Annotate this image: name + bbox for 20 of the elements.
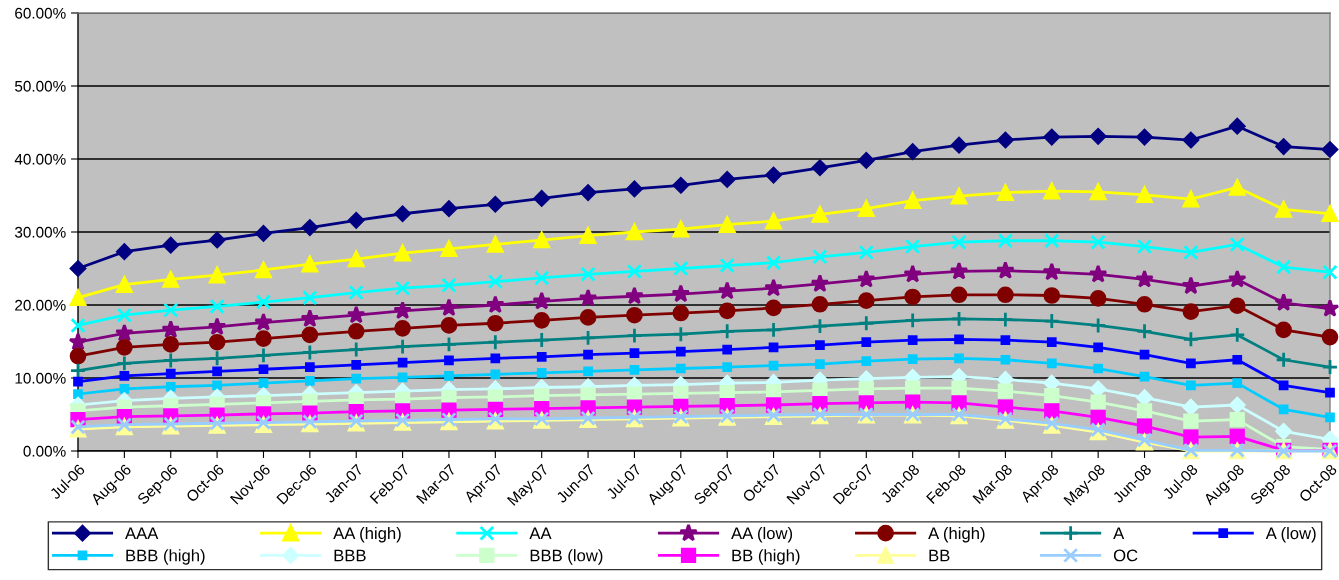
legend-label: AAA <box>125 527 159 540</box>
legend-label: A <box>1113 527 1125 540</box>
legend-label: AA (high) <box>333 526 401 543</box>
y-tick-label: 40.00% <box>14 153 66 165</box>
legend-label: BB <box>929 549 950 562</box>
y-tick-label: 30.00% <box>14 226 66 238</box>
y-tick-label: 20.00% <box>15 299 66 311</box>
legend-label: BB (high) <box>732 549 800 565</box>
legend-label: A (high) <box>928 526 985 543</box>
legend-label: BBB (low) <box>530 549 603 565</box>
y-tick-label: 50.00% <box>14 80 66 92</box>
legend-label: AA <box>529 527 552 540</box>
legend-label: BBB <box>334 549 366 562</box>
legend-label: BBB (high) <box>126 549 205 565</box>
legend-label: A (low) <box>1265 526 1316 543</box>
legend-label: OC <box>1113 549 1138 562</box>
y-tick-label: 0.00% <box>23 445 66 457</box>
y-tick-label: 60.00% <box>15 7 66 19</box>
legend-label: AA (low) <box>731 526 793 543</box>
y-tick-label: 10.00% <box>15 372 66 384</box>
